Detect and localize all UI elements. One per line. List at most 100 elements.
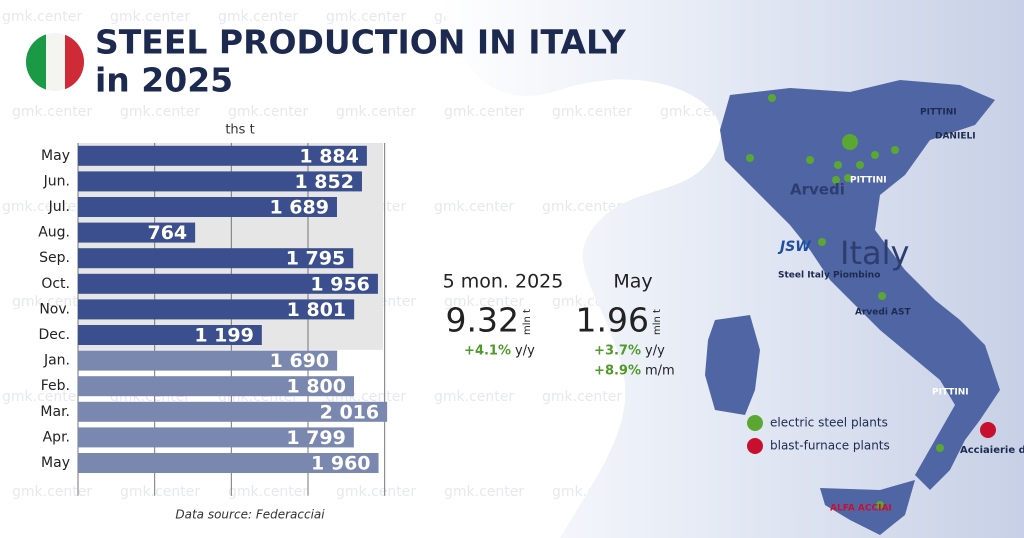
bar	[78, 427, 354, 448]
sicily	[820, 480, 915, 535]
change-value: +3.7%	[594, 344, 641, 359]
bar	[78, 325, 262, 345]
value-label: 1 689	[269, 197, 329, 219]
unit: mln t	[652, 309, 663, 335]
value-label: 1 799	[286, 427, 346, 449]
value-label: 1 884	[299, 145, 359, 167]
watermark: gmk.center	[434, 199, 514, 215]
watermark: gmk.center	[12, 294, 92, 310]
plant-label: ALFA ACCIAI	[830, 504, 892, 514]
value-label: 1 690	[270, 350, 330, 372]
bar	[78, 401, 388, 422]
category-label: May	[41, 455, 70, 471]
bar	[78, 273, 378, 294]
value-label: 2 016	[320, 401, 380, 423]
watermark: gmk.center	[120, 104, 200, 120]
value-label: 1 800	[287, 376, 347, 398]
watermark: gmk.center	[444, 294, 524, 310]
value-label: 1 956	[310, 273, 370, 295]
big-value: 1.96	[576, 301, 649, 340]
bar	[78, 171, 362, 192]
change-value: +8.9%	[594, 364, 641, 379]
watermark: gmk.center	[336, 104, 416, 120]
plant-label: JSW	[777, 239, 811, 255]
watermark: gmk.center	[552, 104, 632, 120]
category-label: Jun.	[43, 173, 70, 189]
watermark: gmk.center	[326, 9, 406, 25]
watermark: gmk.center	[444, 484, 524, 500]
watermark: gmk.center	[2, 9, 82, 25]
watermark: gmk.center	[434, 389, 514, 405]
big-value: 9.32	[446, 301, 519, 340]
category-label: Dec.	[38, 327, 70, 343]
watermark: gmk.center	[12, 104, 92, 120]
bar	[78, 222, 196, 243]
bar	[78, 299, 355, 320]
watermark: gmk.center	[444, 104, 524, 120]
legend-label: blast-furnace plants	[770, 439, 890, 453]
bar	[78, 453, 379, 473]
change-value: +4.1%	[464, 344, 511, 359]
change-basis: y/y	[645, 344, 665, 359]
category-label: Sep.	[39, 250, 70, 266]
plant-label: Arvedi AST	[855, 308, 911, 318]
bar	[78, 350, 338, 371]
category-label: May	[41, 148, 70, 164]
plant-label: Arvedi	[790, 181, 845, 199]
bar	[78, 248, 354, 269]
plant-label: PITTINI	[932, 388, 969, 398]
map-labels: Italy Arvedi PITTINI DANIELI JSW Steel Italy …	[747, 108, 1024, 514]
bar	[78, 376, 354, 397]
watermark: gmk.center	[2, 199, 82, 215]
watermark: gmk.center	[218, 9, 298, 25]
category-label: Jan.	[43, 353, 70, 369]
value-label: 1 199	[194, 325, 254, 347]
flag	[26, 33, 84, 91]
category-label: Feb.	[41, 378, 70, 394]
plant-label: PITTINI	[920, 108, 957, 118]
legend-marker	[747, 438, 763, 454]
value-label: 1 795	[286, 248, 346, 270]
italy-mainland	[720, 80, 1000, 490]
watermark: gmk.center	[542, 199, 622, 215]
plant-label: DANIELI	[935, 132, 976, 142]
watermark: gmk.center	[336, 484, 416, 500]
legend-marker	[747, 415, 763, 431]
category-label: Jul.	[48, 199, 70, 215]
watermark: gmk.center	[12, 484, 92, 500]
category-label: Mar.	[40, 404, 70, 420]
plant-label: Acciaierie d'Italia	[960, 445, 1024, 456]
legend-label: electric steel plants	[770, 416, 888, 430]
subtitle: in 2025	[95, 61, 233, 100]
bar	[78, 145, 367, 166]
value-label: 1 852	[294, 171, 354, 193]
watermark: gmk.center	[228, 104, 308, 120]
period: 5 mon. 2025	[443, 271, 564, 293]
change-basis: m/m	[645, 364, 675, 379]
axis-label: ths t	[225, 123, 254, 138]
watermark: gmk.center	[2, 389, 82, 405]
change-basis: y/y	[515, 344, 535, 359]
country-label: Italy	[840, 234, 909, 272]
bar	[78, 197, 337, 217]
source: Data source: Federacciai	[175, 508, 325, 522]
sardinia	[705, 315, 760, 415]
unit: mln t	[522, 309, 533, 335]
watermark: gmk.center	[542, 389, 622, 405]
category-label: Nov.	[39, 301, 70, 317]
plant-label: Steel Italy Piombino	[778, 271, 880, 281]
category-label: Apr.	[43, 429, 70, 445]
value-label: 1 960	[311, 453, 371, 475]
plant-label: PITTINI	[850, 176, 887, 186]
watermark: gmk.center	[228, 484, 308, 500]
value-label: 764	[147, 222, 187, 244]
watermark: gmk.center	[110, 9, 190, 25]
plant-dots	[746, 94, 996, 509]
watermark: gmk.center	[120, 484, 200, 500]
category-label: Oct.	[41, 276, 70, 292]
title: STEEL PRODUCTION IN ITALY	[95, 23, 627, 62]
category-label: Aug.	[38, 225, 70, 241]
